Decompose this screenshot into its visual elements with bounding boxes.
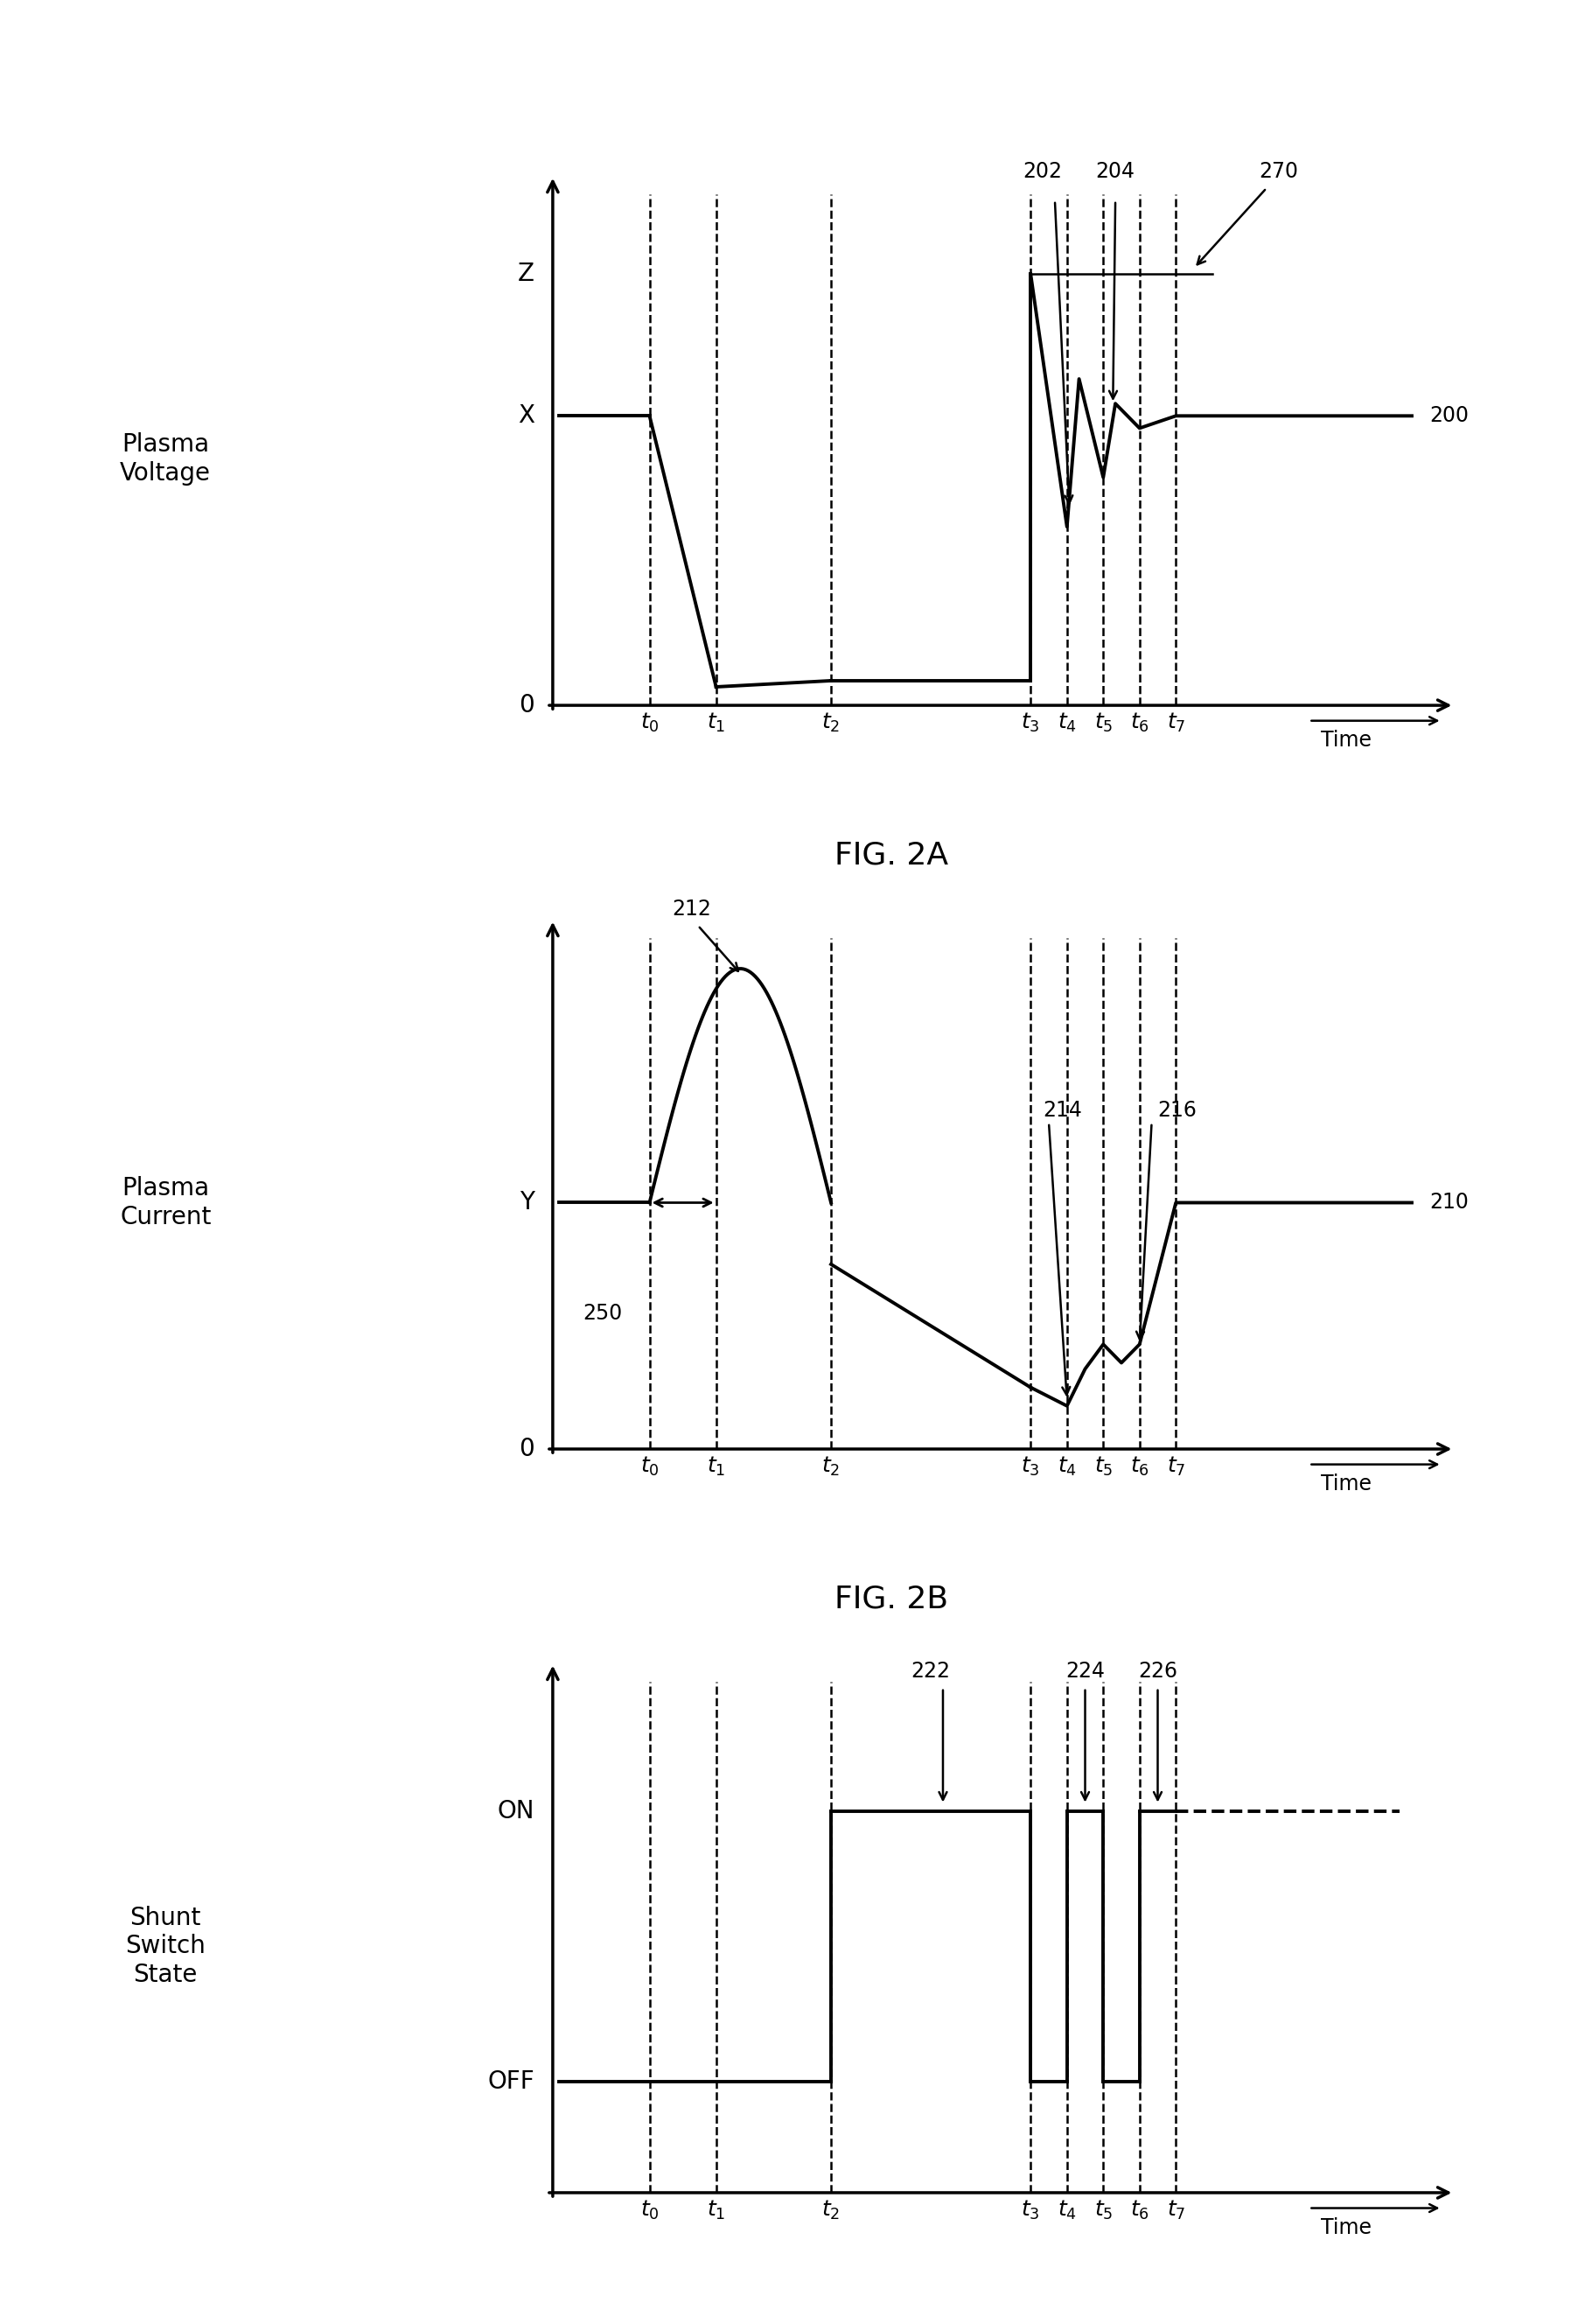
Text: $t_4$: $t_4$ <box>1057 1455 1076 1478</box>
Text: $t_2$: $t_2$ <box>821 711 841 734</box>
Text: 270: 270 <box>1259 160 1299 181</box>
Text: Plasma
Voltage: Plasma Voltage <box>119 432 212 486</box>
Text: $t_3$: $t_3$ <box>1020 1455 1040 1478</box>
Text: Time: Time <box>1321 730 1372 751</box>
Text: $t_4$: $t_4$ <box>1057 711 1076 734</box>
Text: Time: Time <box>1321 2217 1372 2238</box>
Text: $t_2$: $t_2$ <box>821 2199 841 2222</box>
Text: 0: 0 <box>519 693 535 718</box>
Text: $t_6$: $t_6$ <box>1130 2199 1149 2222</box>
Text: 226: 226 <box>1138 1662 1178 1683</box>
Text: $t_4$: $t_4$ <box>1057 2199 1076 2222</box>
Text: $t_6$: $t_6$ <box>1130 711 1149 734</box>
Text: $t_5$: $t_5$ <box>1094 1455 1113 1478</box>
Text: $t_5$: $t_5$ <box>1094 2199 1113 2222</box>
Text: $t_2$: $t_2$ <box>821 1455 841 1478</box>
Text: FIG. 2A: FIG. 2A <box>834 841 949 872</box>
Text: ON: ON <box>497 1799 535 1822</box>
Text: 222: 222 <box>911 1662 950 1683</box>
Text: 202: 202 <box>1024 160 1062 181</box>
Text: $t_3$: $t_3$ <box>1020 2199 1040 2222</box>
Text: 0: 0 <box>519 1436 535 1462</box>
Text: $t_0$: $t_0$ <box>640 2199 659 2222</box>
Text: Plasma
Current: Plasma Current <box>119 1176 212 1229</box>
Text: Shunt
Switch
State: Shunt Switch State <box>126 1906 205 1987</box>
Text: $t_6$: $t_6$ <box>1130 1455 1149 1478</box>
Text: $t_0$: $t_0$ <box>640 711 659 734</box>
Text: $t_7$: $t_7$ <box>1167 711 1184 734</box>
Text: $t_3$: $t_3$ <box>1020 711 1040 734</box>
Text: Y: Y <box>519 1190 535 1215</box>
Text: $t_7$: $t_7$ <box>1167 1455 1184 1478</box>
Text: $t_5$: $t_5$ <box>1094 711 1113 734</box>
Text: OFF: OFF <box>487 2071 535 2094</box>
Text: Time: Time <box>1321 1473 1372 1494</box>
Text: 200: 200 <box>1430 404 1469 425</box>
Text: Z: Z <box>517 263 535 286</box>
Text: 216: 216 <box>1157 1099 1197 1120</box>
Text: 210: 210 <box>1430 1192 1469 1213</box>
Text: $t_1$: $t_1$ <box>707 1455 726 1478</box>
Text: 204: 204 <box>1095 160 1135 181</box>
Text: 224: 224 <box>1065 1662 1105 1683</box>
Text: 212: 212 <box>672 899 712 920</box>
Text: $t_7$: $t_7$ <box>1167 2199 1184 2222</box>
Text: $t_1$: $t_1$ <box>707 2199 726 2222</box>
Text: $t_1$: $t_1$ <box>707 711 726 734</box>
Text: 250: 250 <box>583 1304 622 1325</box>
Text: $t_0$: $t_0$ <box>640 1455 659 1478</box>
Text: 214: 214 <box>1043 1099 1083 1120</box>
Text: FIG. 2B: FIG. 2B <box>834 1585 949 1615</box>
Text: X: X <box>517 404 535 428</box>
